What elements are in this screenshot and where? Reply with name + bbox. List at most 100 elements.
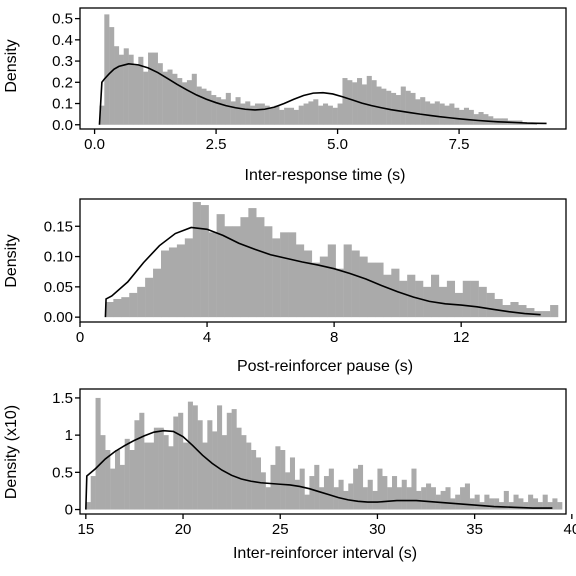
histogram-bar [459, 109, 465, 125]
histogram-bar [396, 487, 402, 510]
histogram-bar [134, 420, 140, 510]
histogram-bar [430, 487, 436, 510]
histogram-bar [201, 88, 207, 125]
histogram-bar [299, 468, 305, 510]
histogram-bar [192, 405, 198, 510]
histogram-bar [498, 502, 504, 510]
histogram-bar [484, 494, 490, 510]
histogram-bar [375, 262, 384, 318]
histogram-bar [114, 450, 121, 510]
histogram-bar [455, 494, 461, 510]
histogram-bar [104, 14, 110, 125]
histogram-bar [260, 472, 266, 510]
y-tick-label: 0.5 [52, 11, 73, 28]
panel-post-reinforcer-pause: Density Post-reinforcer pause (s) 0.00 0.… [3, 198, 567, 375]
histogram-bar [216, 97, 222, 125]
histogram-bar [381, 88, 387, 125]
y-tick-label: 0.2 [52, 74, 73, 91]
histogram-bar [123, 48, 129, 125]
density-curve [85, 429, 553, 510]
histogram-bar [464, 483, 470, 510]
histogram-bar [454, 107, 460, 125]
histogram-bar [264, 105, 270, 125]
histogram-bar [440, 490, 446, 510]
panel-inter-response-time: Density Inter-response time (s) 0.0 0.1 0.… [3, 7, 567, 184]
histogram-bar [542, 494, 548, 510]
histogram-bar [391, 92, 397, 125]
histogram-bar [137, 286, 146, 318]
histogram-bar [523, 502, 529, 510]
histogram-bar [241, 435, 247, 510]
y-tick-label: 0.1 [52, 96, 73, 113]
histogram-bar [488, 116, 494, 125]
histogram-bar [149, 442, 155, 510]
histogram-bar [401, 479, 407, 510]
histogram-bar [445, 487, 451, 510]
histogram-bar [405, 90, 411, 125]
histogram-bar [313, 99, 319, 125]
histogram-bar [105, 450, 111, 510]
histogram-bar [270, 464, 276, 510]
histogram-bar [478, 112, 484, 125]
histogram-bar [256, 217, 265, 318]
histogram-bar [431, 274, 440, 318]
histogram-bar [327, 244, 336, 318]
x-tick-label: 0 [76, 329, 84, 346]
x-tick-label: 20 [175, 521, 192, 538]
histogram-bar [217, 405, 223, 510]
histogram-bar [264, 226, 273, 318]
panel-inter-reinforcer-interval: Density (x10) Inter-reinforcer interval … [3, 388, 576, 562]
histogram-bar [90, 476, 96, 510]
x-tick-label: 40 [563, 521, 576, 538]
histogram-bar [347, 80, 353, 125]
histogram-bar [420, 97, 426, 125]
histogram-bar [547, 502, 553, 510]
histogram-bar [240, 217, 249, 318]
histogram-bar [114, 46, 120, 125]
panel-2-ylabel: Density [3, 234, 20, 287]
histogram-bar [449, 103, 455, 125]
histogram-bar [128, 54, 134, 125]
histogram-bar [230, 101, 236, 125]
histogram-bar [557, 502, 563, 510]
histogram-bar [191, 73, 197, 125]
histogram-bar [163, 435, 169, 510]
histogram-bar [129, 292, 138, 318]
histogram-bar [537, 502, 543, 510]
histogram-bar [259, 103, 265, 125]
histogram-bar [293, 109, 299, 125]
histogram-bar [526, 308, 535, 318]
histogram-bar [391, 268, 400, 318]
density-curve [98, 63, 547, 125]
x-tick-label: 25 [272, 521, 289, 538]
y-tick-label: 0.5 [52, 464, 73, 481]
histogram-bar [99, 105, 105, 125]
histogram-bar [172, 73, 178, 125]
histogram-bar [468, 109, 474, 125]
histogram-bar [289, 457, 296, 510]
histogram-bar [182, 82, 188, 125]
histogram-bar [157, 63, 163, 125]
histogram-bar [275, 446, 281, 510]
histogram-bar [532, 498, 539, 510]
histogram-bar [494, 498, 500, 510]
histogram-bar [100, 435, 106, 510]
histogram-bar [296, 244, 305, 318]
histogram-bar [399, 280, 408, 318]
histogram-bar [202, 442, 208, 510]
histogram-bar [328, 468, 334, 510]
histogram-bar [335, 268, 344, 318]
histogram-bar [518, 498, 524, 510]
panel-2-xlabel: Post-reinforcer pause (s) [237, 358, 413, 375]
histogram-bar [148, 52, 154, 125]
histogram-bar [323, 103, 329, 125]
histogram-bar [357, 464, 364, 510]
x-tick-label: 2.5 [206, 136, 227, 153]
histogram-bar [359, 256, 368, 318]
histogram-bar [153, 427, 159, 510]
x-tick-label: 30 [369, 521, 386, 538]
histogram-bar [411, 468, 417, 510]
histogram-bars [85, 397, 563, 510]
x-tick-label: 7.5 [449, 136, 470, 153]
